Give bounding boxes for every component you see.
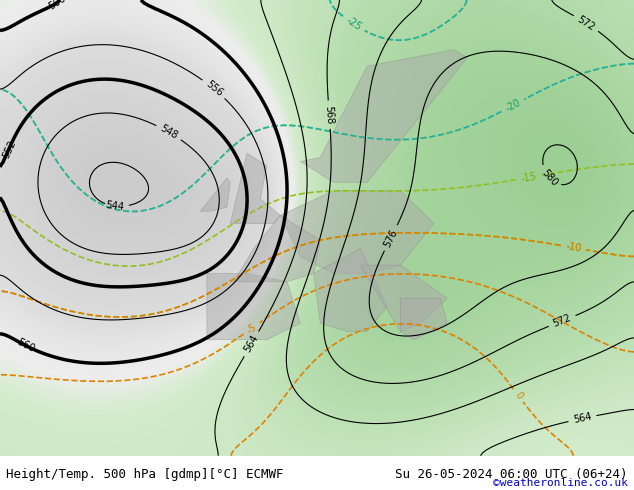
Text: ©weatheronline.co.uk: ©weatheronline.co.uk (493, 478, 628, 488)
Text: 560: 560 (46, 0, 67, 12)
Text: 564: 564 (243, 333, 261, 354)
Text: 548: 548 (158, 123, 179, 141)
Text: 572: 572 (576, 14, 597, 32)
Text: 572: 572 (552, 313, 573, 329)
Text: -25: -25 (344, 15, 363, 32)
Text: 568: 568 (323, 105, 335, 124)
Text: -25: -25 (344, 15, 363, 32)
Text: Height/Temp. 500 hPa [gdmp][°C] ECMWF: Height/Temp. 500 hPa [gdmp][°C] ECMWF (6, 467, 284, 481)
Text: 580: 580 (540, 168, 559, 188)
Text: Su 26-05-2024 06:00 UTC (06+24): Su 26-05-2024 06:00 UTC (06+24) (395, 467, 628, 481)
Text: 552: 552 (1, 139, 17, 160)
Text: -10: -10 (565, 242, 582, 254)
Text: -20: -20 (503, 98, 522, 114)
Text: -10: -10 (565, 242, 582, 254)
Text: 576: 576 (382, 227, 399, 248)
Text: -15: -15 (520, 171, 538, 184)
Text: 556: 556 (204, 79, 224, 98)
Text: -20: -20 (503, 98, 522, 114)
Text: 0: 0 (512, 390, 524, 401)
Text: 560: 560 (15, 337, 36, 354)
Text: -5: -5 (245, 321, 259, 335)
Text: 564: 564 (573, 412, 592, 425)
Text: 544: 544 (105, 200, 124, 212)
